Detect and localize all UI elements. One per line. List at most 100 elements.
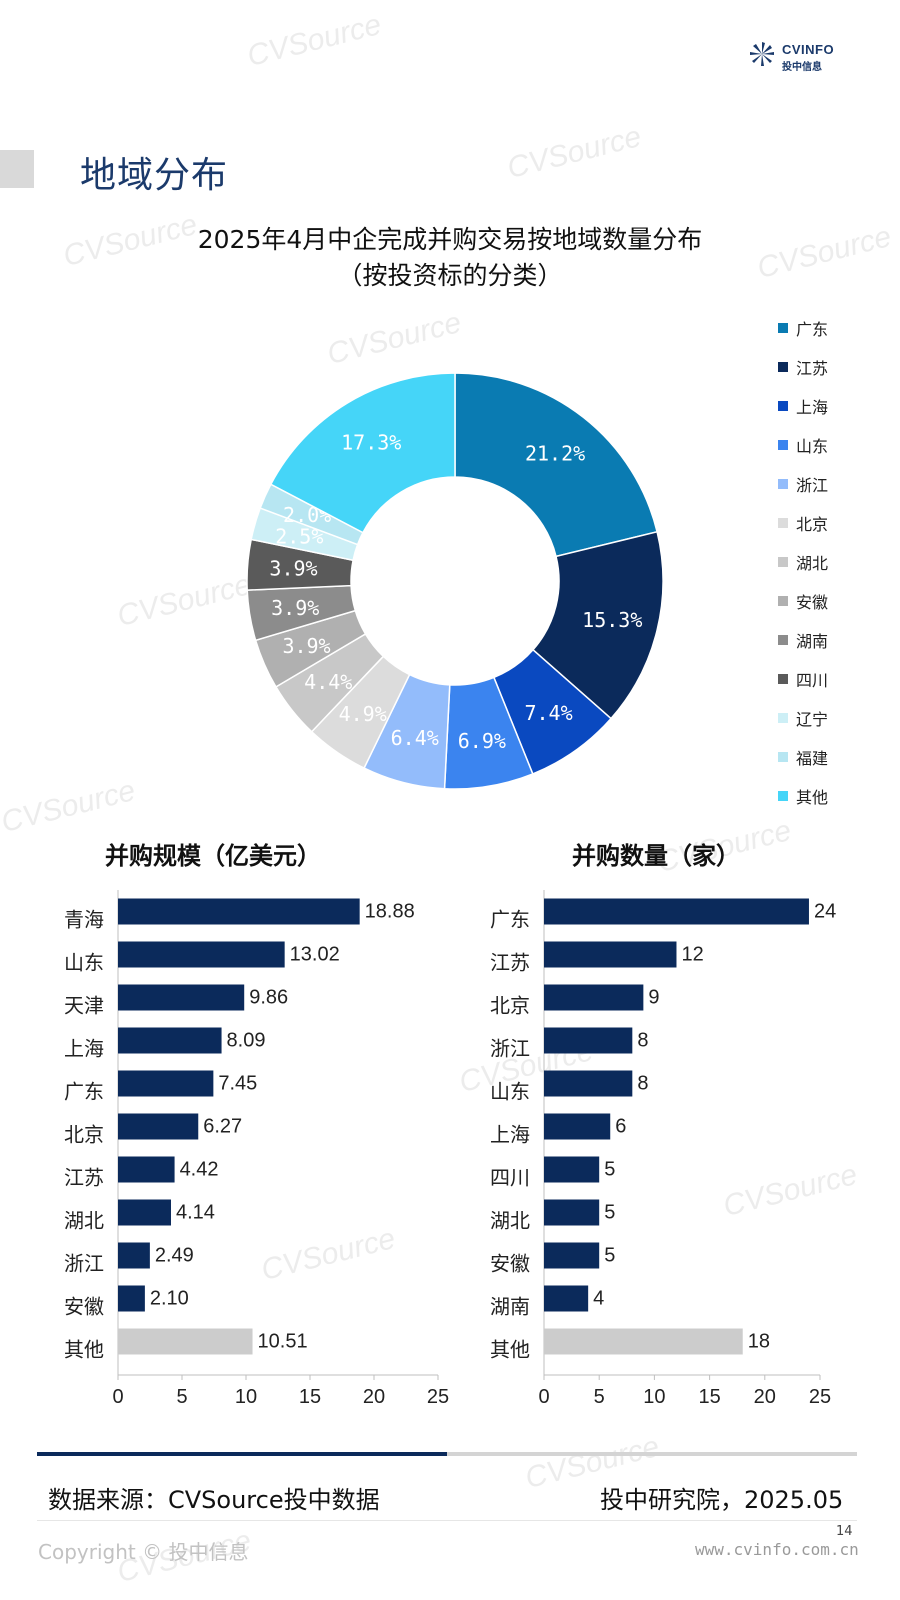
category-label: 湖南 <box>490 1295 530 1319</box>
title-accent-bar <box>0 150 34 188</box>
watermark: CVSource <box>113 567 255 634</box>
bar-value-label: 18 <box>748 1331 770 1353</box>
bar <box>544 1285 589 1312</box>
x-tick-label: 25 <box>809 1386 831 1408</box>
category-label: 其他 <box>64 1338 104 1362</box>
legend-item: 湖南 <box>778 620 888 659</box>
category-label: 山东 <box>490 1080 530 1104</box>
page-title: 地域分布 <box>80 155 229 196</box>
donut-slice <box>269 372 456 534</box>
watermark: CVSource <box>503 119 645 186</box>
bar <box>118 1328 253 1355</box>
legend-swatch <box>778 478 788 489</box>
bar <box>544 898 809 925</box>
legend-swatch <box>778 556 788 567</box>
bar <box>544 1199 600 1226</box>
donut-chart-title: 2025年4月中企完成并购交易按地域数量分布 <box>197 225 703 254</box>
bar-value-label: 2.10 <box>150 1288 189 1310</box>
bar <box>118 1156 175 1183</box>
watermark: CVSource <box>323 305 465 372</box>
bar <box>544 1328 743 1355</box>
donut-legend: 广东 江苏 上海 山东 浙江 北京 湖北 安徽 湖南 四川 辽宁 福建 其他 <box>778 308 888 815</box>
legend-label: 四川 <box>796 670 829 690</box>
legend-item: 其他 <box>778 776 888 815</box>
category-label: 北京 <box>64 1123 104 1147</box>
scale-chart-title: 并购规模（亿美元） <box>105 842 321 870</box>
donut-slice-label: 3.9% <box>269 556 317 580</box>
category-label: 其他 <box>490 1338 530 1362</box>
category-label: 江苏 <box>490 951 530 975</box>
legend-swatch <box>778 439 788 450</box>
donut-slice-label: 6.4% <box>391 726 439 750</box>
legend-label: 山东 <box>796 436 829 456</box>
x-tick-label: 20 <box>363 1386 385 1408</box>
x-tick-label: 15 <box>698 1386 720 1408</box>
bar <box>544 1156 600 1183</box>
bar <box>118 1285 145 1312</box>
bar <box>118 1113 199 1140</box>
legend-item: 湖北 <box>778 542 888 581</box>
legend-swatch <box>778 751 788 762</box>
donut-slice-label: 7.4% <box>524 701 572 725</box>
bar-value-label: 5 <box>604 1245 615 1267</box>
bar-value-label: 8.09 <box>227 1030 266 1052</box>
legend-label: 其他 <box>796 787 829 807</box>
legend-label: 浙江 <box>796 475 829 495</box>
category-label: 浙江 <box>64 1252 104 1276</box>
bar <box>544 1027 633 1054</box>
bar-value-label: 4.14 <box>176 1202 215 1224</box>
bar-value-label: 24 <box>814 901 836 923</box>
data-source: 数据来源：CVSource投中数据 <box>48 1486 380 1514</box>
website-link[interactable]: www.cvinfo.com.cn <box>695 1540 859 1559</box>
bar <box>118 898 360 925</box>
donut-slice-label: 17.3% <box>341 430 401 454</box>
donut-slice-label: 3.9% <box>271 596 319 620</box>
category-label: 天津 <box>64 994 104 1018</box>
category-label: 四川 <box>490 1166 530 1190</box>
page-number: 14 <box>836 1524 853 1539</box>
category-label: 浙江 <box>490 1037 530 1061</box>
legend-label: 福建 <box>796 748 829 768</box>
bar-value-label: 4.42 <box>180 1159 219 1181</box>
legend-label: 江苏 <box>796 358 829 378</box>
bar-value-label: 7.45 <box>218 1073 257 1095</box>
bar-value-label: 2.49 <box>155 1245 194 1267</box>
donut-slice-label: 3.9% <box>282 634 330 658</box>
footer-rule <box>37 1520 857 1521</box>
scale-bar-chart: 0 5 10 15 20 25 青海 18.88 山东 13.02 天津 9.86 上海 8.09 广东 7.… <box>64 890 449 1408</box>
legend-item: 江苏 <box>778 347 888 386</box>
bar-value-label: 6 <box>615 1116 626 1138</box>
footer-divider-accent <box>37 1452 447 1456</box>
donut-slice-label: 4.4% <box>304 670 352 694</box>
cvinfo-logo: CVINFO 投中信息 <box>748 38 848 74</box>
donut-chart-subtitle: （按投资标的分类） <box>337 261 563 290</box>
bar-value-label: 12 <box>681 944 703 966</box>
x-tick-label: 10 <box>643 1386 665 1408</box>
x-tick-label: 20 <box>754 1386 776 1408</box>
report-credit: 投中研究院，2025.05 <box>600 1486 844 1514</box>
bar-value-label: 5 <box>604 1202 615 1224</box>
bar-value-label: 9.86 <box>249 987 288 1009</box>
legend-swatch <box>778 322 788 333</box>
donut-slice-label: 15.3% <box>582 608 642 632</box>
donut-chart: 21.2% 15.3% 7.4% 6.9% 6.4%4.9% 4.4% 3.9% 3.9% 3.… <box>246 372 664 790</box>
bar <box>544 984 644 1011</box>
category-label: 山东 <box>64 951 104 975</box>
count-chart-title: 并购数量（家） <box>572 842 740 870</box>
bar <box>544 941 677 968</box>
legend-item: 广东 <box>778 308 888 347</box>
legend-item: 北京 <box>778 503 888 542</box>
category-label: 广东 <box>490 908 530 932</box>
legend-label: 湖南 <box>796 631 829 651</box>
legend-item: 福建 <box>778 737 888 776</box>
bar-value-label: 13.02 <box>290 944 340 966</box>
watermark: CVSource <box>0 773 139 840</box>
category-label: 上海 <box>64 1037 104 1061</box>
bar-value-label: 4 <box>593 1288 604 1310</box>
bar-value-label: 8 <box>637 1073 648 1095</box>
x-tick-label: 25 <box>427 1386 449 1408</box>
legend-item: 安徽 <box>778 581 888 620</box>
donut-slice <box>531 530 664 720</box>
legend-swatch <box>778 673 788 684</box>
legend-item: 上海 <box>778 386 888 425</box>
